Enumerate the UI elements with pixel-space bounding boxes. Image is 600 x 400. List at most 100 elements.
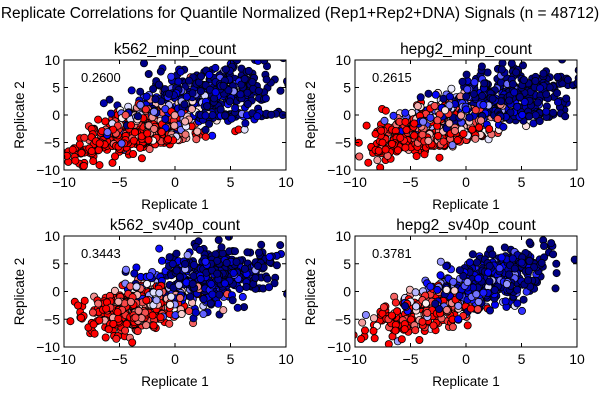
data-point [155,288,164,297]
data-point [112,334,121,343]
data-point [95,316,104,325]
data-point [265,252,274,261]
data-point [436,257,445,266]
data-point [457,111,466,120]
data-point [442,285,451,294]
correlation-annotation: 0.2615 [372,70,412,85]
data-point [134,306,143,315]
data-point [424,136,433,145]
subplot-title: k562_sv40p_count [110,217,241,234]
data-point [152,296,161,305]
data-point [110,286,119,295]
data-point [520,76,529,85]
data-point [485,306,494,315]
data-point [215,290,224,299]
data-point [563,75,572,84]
y-tick-label: 5 [343,256,351,272]
scatter-points [66,236,286,347]
data-point [500,243,509,252]
data-point [484,268,493,277]
y-tick-label: 0 [343,284,351,300]
y-tick-label: 0 [52,284,60,300]
data-point [89,320,98,329]
data-point [228,296,237,305]
data-point [558,60,567,64]
data-point [397,335,406,344]
data-point [448,141,457,150]
data-point [535,117,544,126]
data-point [185,307,194,316]
data-point [411,326,420,335]
data-point [480,79,489,88]
data-point [377,126,386,135]
data-point [490,285,499,294]
y-tick-label: −10 [36,162,60,178]
data-point [502,280,511,289]
data-point [421,299,430,308]
data-point [254,248,263,257]
x-tick-label: 10 [278,174,294,190]
y-tick-label: −5 [335,311,351,327]
data-point [453,136,462,145]
subplot-hepg2_minp_count: −10 −5 0 5 10 10 5 0 −5 −10 hepg2_minp_count 0.2615… [303,41,585,212]
data-point [131,313,140,322]
data-point [547,239,556,248]
data-point [196,274,205,283]
data-point [459,129,468,138]
data-point [80,296,89,305]
data-point [181,259,190,268]
data-point [507,60,516,68]
data-point [95,139,104,148]
data-point [219,81,228,90]
data-point [474,274,483,283]
data-point [130,269,139,278]
data-point [77,148,86,157]
data-point [142,92,151,101]
data-point [358,318,367,327]
data-point [525,256,534,265]
data-point [207,279,216,288]
data-point [542,107,551,116]
data-point [519,295,528,304]
data-point [510,264,519,273]
data-point [283,77,286,86]
data-point [74,301,83,310]
data-point [211,88,220,97]
data-point [180,100,189,109]
data-point [518,110,527,119]
data-point [416,93,425,102]
data-point [539,69,548,78]
data-point [105,95,114,104]
data-point [396,133,405,142]
data-point [574,66,577,74]
data-point [418,130,427,139]
data-point [102,304,111,313]
data-point [479,101,488,110]
data-point [471,106,480,115]
data-point [224,236,233,241]
data-point [122,265,131,274]
data-point [412,302,421,311]
data-point [205,70,214,79]
data-point [472,258,481,267]
data-point [251,273,260,282]
data-point [508,254,517,263]
data-point [244,66,253,75]
data-point [378,138,387,147]
data-point [476,116,485,125]
data-point [126,297,135,306]
data-point [129,149,138,158]
data-point [192,135,201,144]
data-point [465,113,474,122]
data-point [355,331,358,339]
subplot-title: hepg2_sv40p_count [396,217,536,234]
data-point [419,117,428,126]
data-point [520,98,529,107]
data-point [485,125,494,134]
data-point [154,80,163,89]
data-point [68,145,77,154]
data-point [238,292,247,301]
data-point [485,277,494,286]
x-axis-label: Replicate 1 [141,374,209,389]
data-point [435,153,444,162]
